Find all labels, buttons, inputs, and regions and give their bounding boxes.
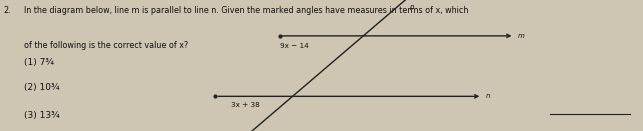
Text: of the following is the correct value of x?: of the following is the correct value of…	[24, 41, 188, 50]
Text: m: m	[518, 33, 525, 39]
Text: n: n	[485, 93, 490, 99]
Text: 2.: 2.	[3, 6, 11, 15]
Text: (1) 7¾: (1) 7¾	[24, 58, 55, 67]
Text: (3) 13¾: (3) 13¾	[24, 111, 60, 120]
Text: 9x − 14: 9x − 14	[280, 43, 309, 49]
Text: 3x + 38: 3x + 38	[231, 102, 260, 108]
Text: p: p	[409, 4, 413, 10]
Text: In the diagram below, line m is parallel to line n. Given the marked angles have: In the diagram below, line m is parallel…	[24, 6, 469, 15]
Text: (2) 10¾: (2) 10¾	[24, 83, 60, 92]
